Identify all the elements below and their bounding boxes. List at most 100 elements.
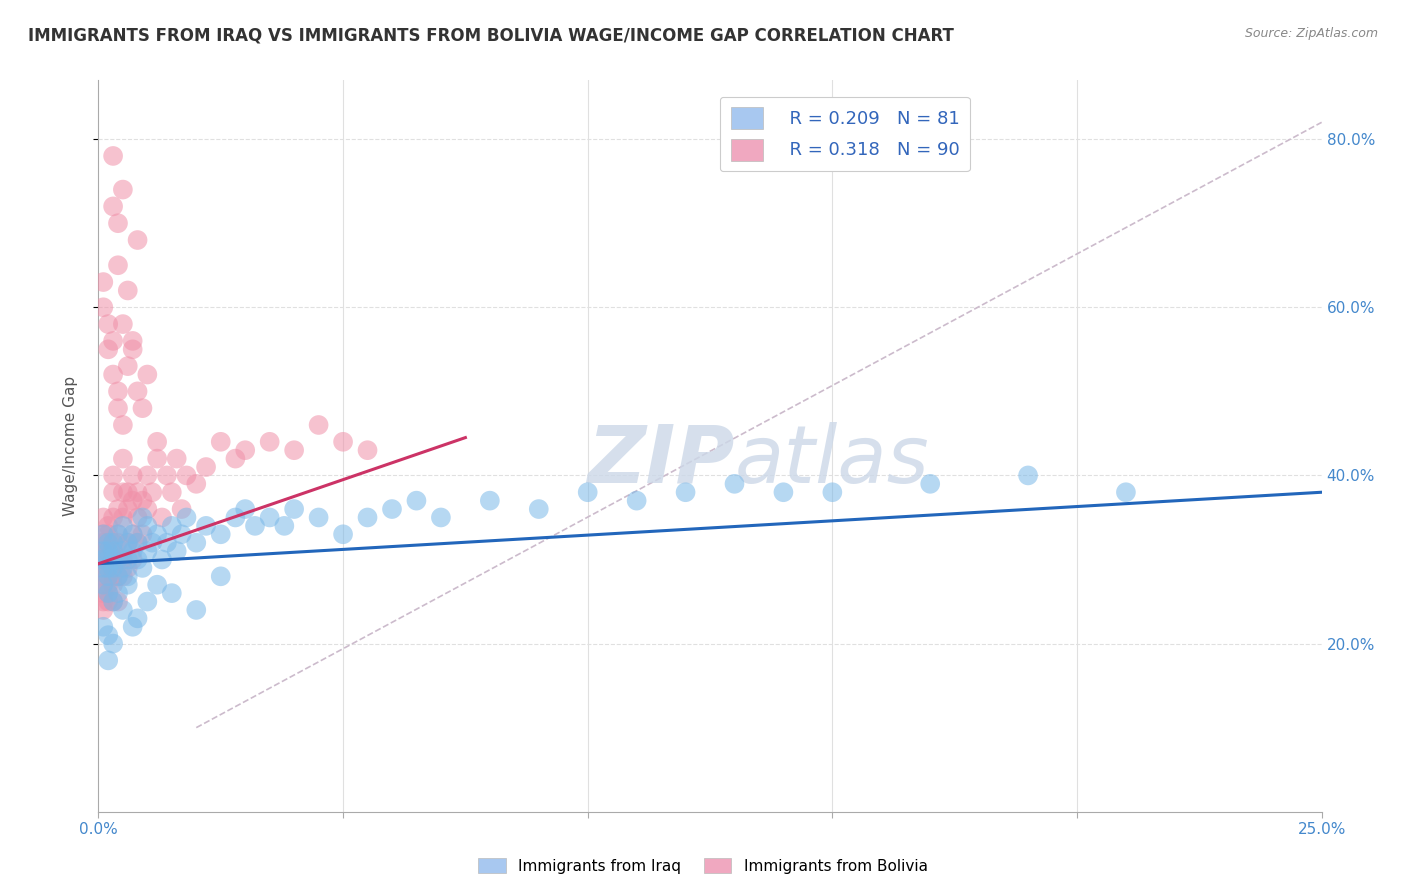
Point [121,468,143,483]
Point [405,493,427,508]
Text: atlas: atlas [734,422,929,500]
Point [156,468,179,483]
Point [91,527,114,541]
Point [101,535,124,549]
Point [101,368,124,382]
Point [121,527,143,541]
Point [160,586,183,600]
Point [91,552,114,566]
Point [146,434,169,449]
Point [91,561,114,575]
Point [111,552,134,566]
Point [111,569,134,583]
Point [117,359,139,373]
Point [107,527,129,541]
Point [101,594,124,608]
Point [91,561,114,575]
Point [308,510,330,524]
Point [170,502,193,516]
Point [107,216,129,230]
Point [356,443,378,458]
Point [131,510,153,524]
Point [626,493,648,508]
Point [97,586,120,600]
Point [131,527,153,541]
Point [97,552,120,566]
Point [91,552,114,566]
Point [107,535,129,549]
Point [107,552,129,566]
Point [136,502,159,516]
Point [1017,468,1039,483]
Point [97,552,120,566]
Text: Source: ZipAtlas.com: Source: ZipAtlas.com [1244,27,1378,40]
Point [273,519,295,533]
Point [91,578,114,592]
Point [101,510,124,524]
Point [101,636,124,650]
Point [283,443,305,458]
Point [111,519,134,533]
Point [527,502,550,516]
Point [111,183,134,197]
Point [259,510,281,524]
Point [111,317,134,331]
Point [107,384,129,399]
Point [160,485,183,500]
Point [91,275,114,289]
Point [101,544,124,558]
Point [97,544,120,558]
Point [91,586,114,600]
Point [97,561,120,575]
Point [117,552,139,566]
Point [117,535,139,549]
Point [821,485,844,500]
Point [111,544,134,558]
Point [176,468,198,483]
Point [91,578,114,592]
Point [107,552,129,566]
Point [101,468,124,483]
Point [121,334,143,348]
Point [91,510,114,524]
Point [121,527,143,541]
Point [170,527,193,541]
Point [97,594,120,608]
Point [121,552,143,566]
Point [107,401,129,416]
Point [141,485,163,500]
Point [91,620,114,634]
Point [176,510,198,524]
Point [117,485,139,500]
Point [97,535,120,549]
Point [430,510,453,524]
Point [101,552,124,566]
Text: IMMIGRANTS FROM IRAQ VS IMMIGRANTS FROM BOLIVIA WAGE/INCOME GAP CORRELATION CHAR: IMMIGRANTS FROM IRAQ VS IMMIGRANTS FROM … [28,27,955,45]
Point [91,535,114,549]
Point [117,284,139,298]
Point [111,451,134,466]
Point [136,468,159,483]
Point [136,544,159,558]
Point [111,510,134,524]
Point [146,527,169,541]
Point [117,502,139,516]
Point [97,317,120,331]
Point [131,401,153,416]
Point [101,199,124,213]
Point [150,510,173,524]
Point [101,561,124,575]
Point [209,527,232,541]
Legend:   R = 0.209   N = 81,   R = 0.318   N = 90: R = 0.209 N = 81, R = 0.318 N = 90 [720,96,970,171]
Point [381,502,404,516]
Point [141,535,163,549]
Point [166,544,188,558]
Point [224,510,246,524]
Point [101,149,124,163]
Point [356,510,378,524]
Point [131,561,153,575]
Point [117,578,139,592]
Point [97,628,120,642]
Point [111,485,134,500]
Point [332,434,354,449]
